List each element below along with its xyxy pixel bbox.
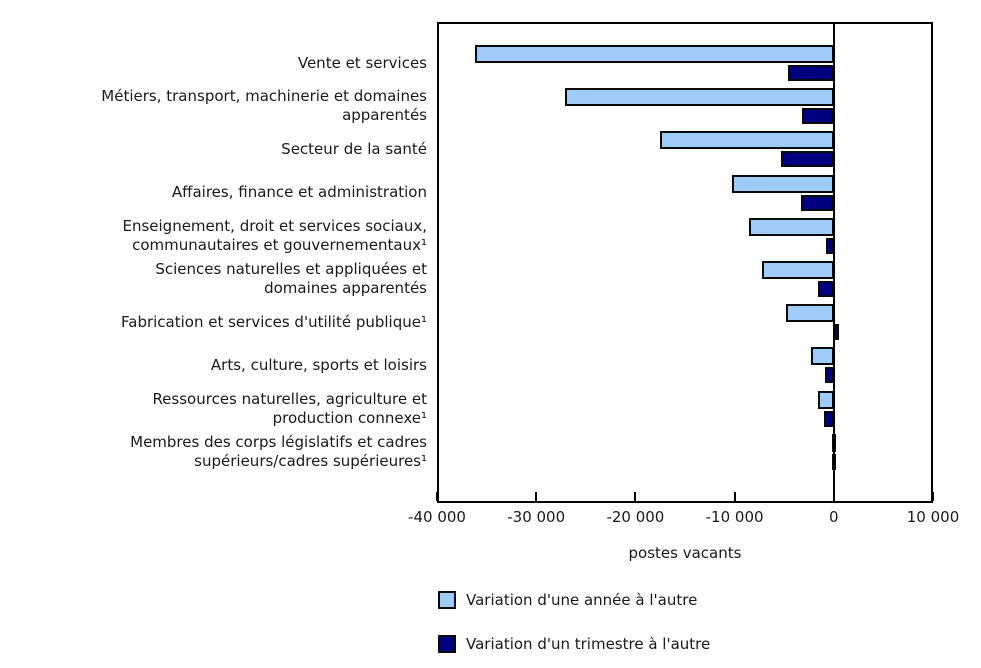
legend-swatch-annual [438,591,456,609]
x-tick-label: -30 000 [507,508,566,526]
bar-annual-change [762,261,834,279]
bar-annual-change [564,88,834,107]
x-axis-label: postes vacants [628,544,742,562]
bar-annual-change [749,217,834,236]
bar-quarterly-change [781,151,834,168]
category-label: Secteur de la santé [281,139,427,158]
legend-label: Variation d'une année à l'autre [466,591,698,609]
x-tick [535,492,538,501]
bar-quarterly-change [824,367,834,384]
category-label: Vente et services [297,53,427,72]
x-tick-label: -10 000 [705,508,764,526]
x-tick [832,492,835,501]
x-tick [436,492,438,501]
x-tick-label: 0 [829,508,839,526]
category-label: Métiers, transport, machinerie et domain… [101,87,427,125]
x-tick [634,492,637,501]
bar-annual-change [660,131,834,150]
legend-item-annual: Variation d'une année à l'autre [438,591,710,609]
bar-annual-change [786,304,834,323]
category-label: Membres des corps législatifs et cadres s… [130,432,427,470]
bar-quarterly-change [802,108,834,125]
legend-swatch-quarterly [438,635,456,653]
bar-quarterly-change [817,281,834,297]
bar-quarterly-change [788,65,834,81]
bar-annual-change [731,174,834,193]
category-label: Affaires, finance et administration [171,183,427,202]
category-label: Fabrication et services d'utilité publiq… [121,312,427,331]
bar-annual-change [474,45,834,63]
bar-quarterly-change [823,410,834,427]
category-label: Sciences naturelles et appliquées et doma… [155,260,427,297]
x-tick-label: -40 000 [408,508,466,526]
zero-axis-line [832,24,835,501]
legend: Variation d'une année à l'autre Variation… [438,591,710,653]
bar-annual-change [817,390,834,409]
x-tick-label: 10 000 [906,508,960,526]
category-label: Arts, culture, sports et loisirs [210,355,427,374]
bar-annual-change [810,347,834,366]
bar-quarterly-change [801,194,834,211]
category-label: Enseignement, droit et services sociaux,… [122,216,427,254]
bar-quarterly-change [825,237,834,254]
x-tick-label: -20 000 [606,508,665,526]
category-label: Ressources naturelles, agriculture et pro… [152,389,427,427]
x-tick [733,492,736,501]
legend-item-quarterly: Variation d'un trimestre à l'autre [438,635,710,653]
legend-label: Variation d'un trimestre à l'autre [466,635,711,653]
x-tick [932,492,934,501]
